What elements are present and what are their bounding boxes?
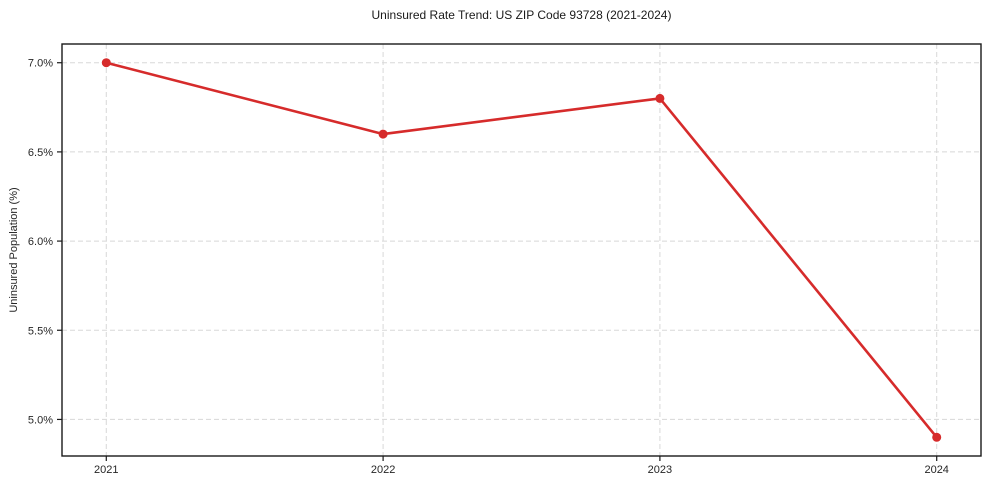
tick-labels: 2021 2022 2023 2024 5.0% 5.5% 6.0% 6.5% 7.0%: [28, 58, 949, 476]
axes: [57, 43, 982, 461]
plot-border: [61, 43, 982, 457]
y-tick-label: 5.5%: [28, 325, 53, 337]
data-point: [378, 129, 388, 139]
x-tick-label: 2022: [371, 464, 395, 476]
y-tick-label: 6.5%: [28, 147, 53, 159]
data-line: [104, 61, 939, 439]
data-point: [932, 432, 942, 442]
data-point: [655, 93, 665, 103]
x-tick-label: 2024: [924, 464, 948, 476]
chart-title: Uninsured Rate Trend: US ZIP Code 93728 …: [371, 8, 672, 22]
y-tick-label: 5.0%: [28, 414, 53, 426]
data-series: [101, 58, 942, 442]
x-tick-label: 2021: [94, 464, 118, 476]
x-tick-label: 2023: [648, 464, 672, 476]
y-tick-label: 7.0%: [28, 58, 53, 70]
grid-lines: [62, 44, 981, 456]
data-point: [101, 58, 111, 68]
y-tick-label: 6.0%: [28, 236, 53, 248]
